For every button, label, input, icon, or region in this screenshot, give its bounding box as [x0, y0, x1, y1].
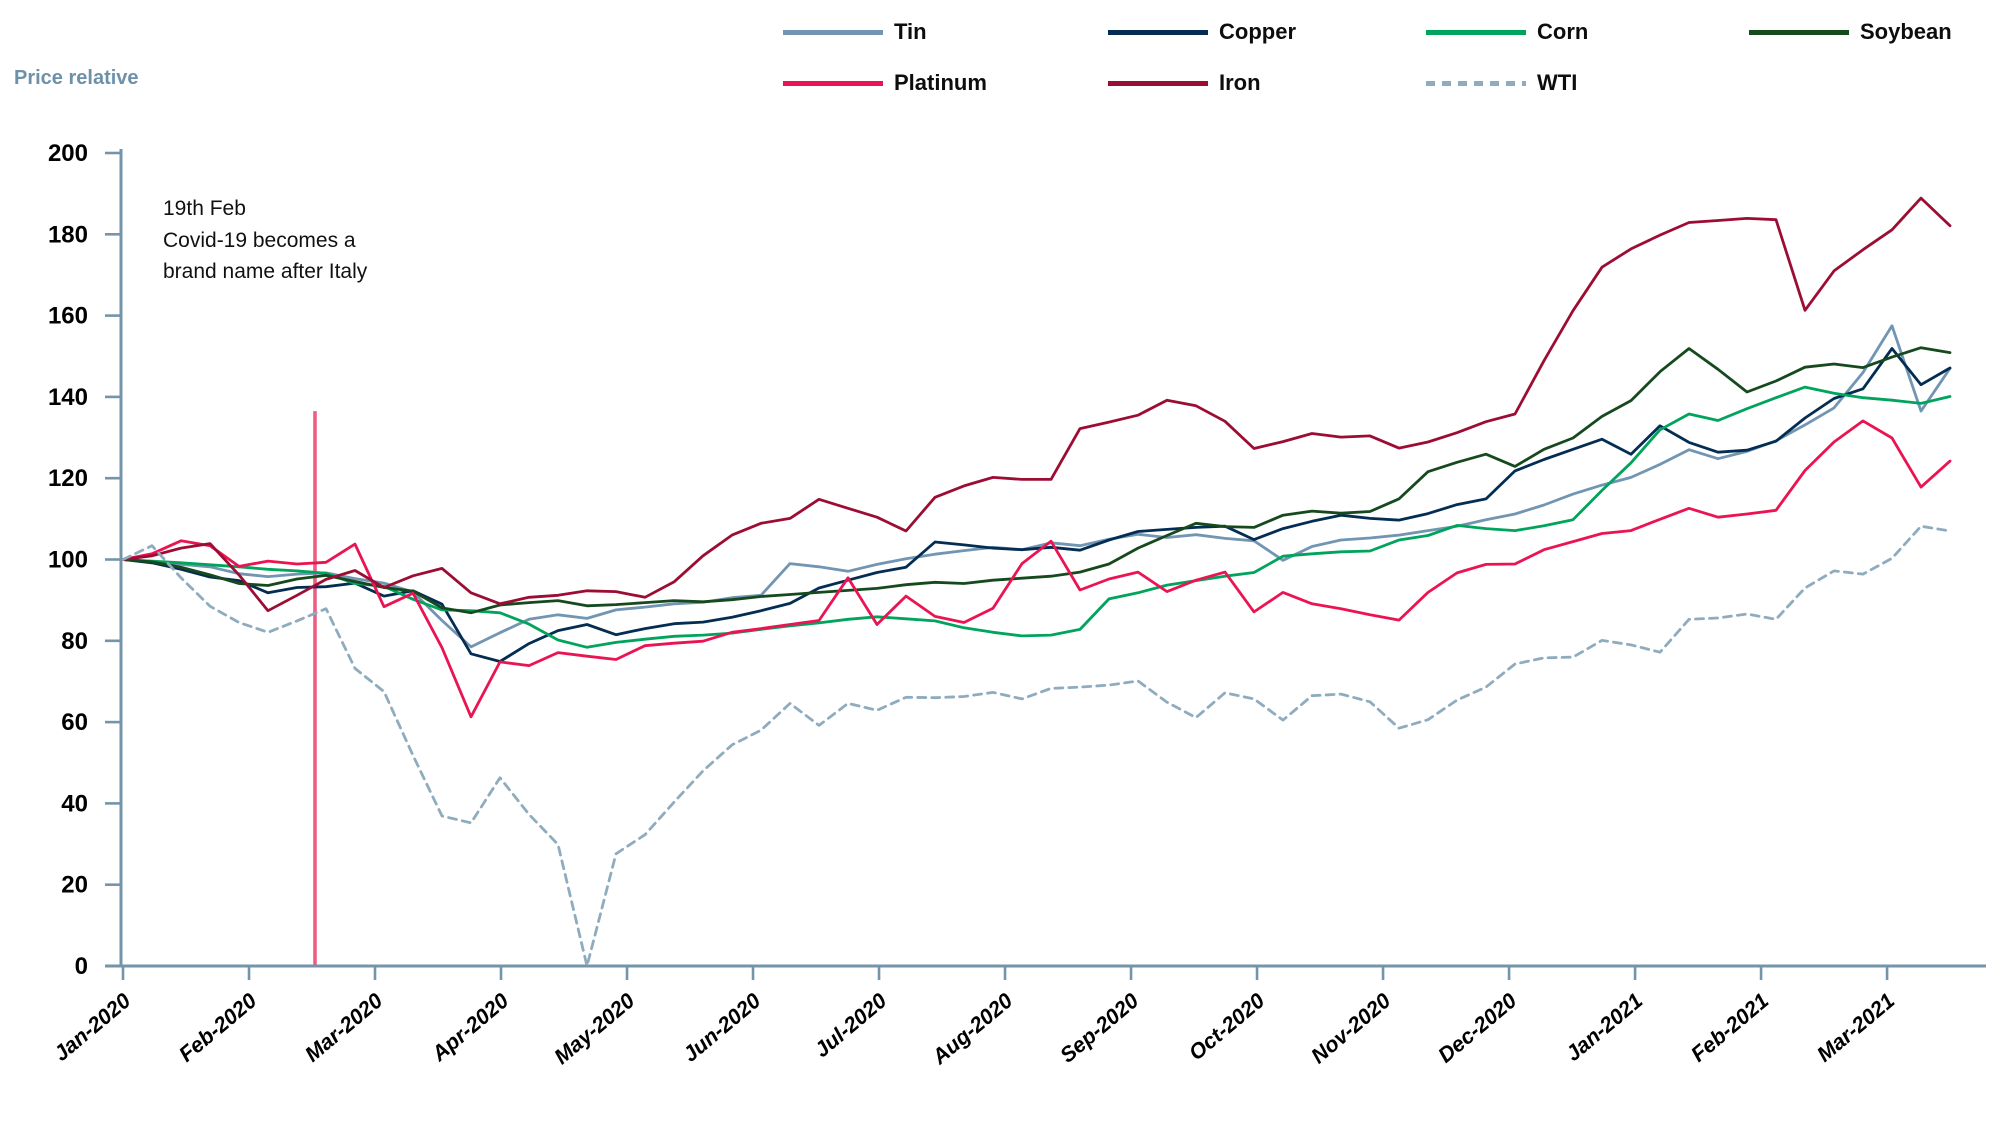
legend-label-corn: Corn — [1537, 19, 1589, 44]
y-tick-label: 180 — [48, 221, 88, 248]
legend-label-tin: Tin — [894, 19, 927, 44]
wti-line-swatch — [1426, 80, 1526, 86]
x-tick-label: Mar-2021 — [1812, 988, 1899, 1066]
x-tick-label: Jun-2020 — [678, 988, 765, 1066]
y-tick-label: 60 — [61, 709, 88, 736]
legend-item-soybean: Soybean — [1749, 18, 1952, 46]
x-tick-label: Feb-2021 — [1686, 988, 1773, 1066]
series-line-platinum — [121, 419, 1952, 719]
x-tick-label: Aug-2020 — [927, 988, 1017, 1069]
soybean-line-swatch — [1749, 29, 1849, 35]
event-annotation: 19th Feb Covid-19 becomes a brand name a… — [163, 193, 367, 288]
x-tick-label: Dec-2020 — [1433, 988, 1521, 1067]
legend-label-copper: Copper — [1219, 19, 1296, 44]
y-tick-label: 140 — [48, 384, 88, 411]
x-tick-label: Sep-2020 — [1055, 988, 1143, 1067]
y-tick-label: 80 — [61, 628, 88, 655]
x-tick-label: Jul-2020 — [810, 988, 891, 1062]
iron-line-swatch — [1108, 80, 1208, 86]
series-line-wti — [121, 524, 1952, 968]
corn-line-swatch — [1426, 29, 1526, 35]
series-line-copper — [121, 347, 1952, 663]
legend-item-corn: Corn — [1426, 18, 1588, 46]
y-tick-label: 0 — [75, 953, 88, 980]
y-tick-label: 200 — [48, 140, 88, 167]
legend-label-platinum: Platinum — [894, 70, 987, 95]
legend-item-iron: Iron — [1108, 69, 1261, 97]
series-line-corn — [121, 385, 1952, 649]
series-line-soybean — [121, 346, 1952, 615]
legend-item-platinum: Platinum — [783, 69, 987, 97]
y-tick-label: 120 — [48, 465, 88, 492]
y-tick-label: 20 — [61, 872, 88, 899]
x-tick-label: Oct-2020 — [1184, 988, 1269, 1065]
x-tick-label: Mar-2020 — [300, 988, 387, 1066]
y-tick-label: 100 — [48, 547, 88, 574]
y-tick-label: 40 — [61, 790, 88, 817]
legend: Tin Copper Corn Soybean Platinum Iron WT… — [0, 0, 1990, 110]
x-tick-label: May-2020 — [550, 988, 640, 1069]
legend-label-iron: Iron — [1219, 70, 1261, 95]
legend-item-wti: WTI — [1426, 69, 1577, 97]
x-tick-label: Apr-2020 — [427, 988, 514, 1066]
tin-line-swatch — [783, 29, 883, 35]
platinum-line-swatch — [783, 80, 883, 86]
y-axis-title: Price relative — [14, 67, 139, 89]
x-tick-label: Jan-2021 — [1561, 988, 1647, 1066]
x-tick-label: Feb-2020 — [174, 988, 261, 1066]
series-line-tin — [121, 324, 1952, 649]
x-tick-label: Nov-2020 — [1307, 988, 1396, 1068]
annotation-line-3: brand name after Italy — [163, 260, 368, 283]
annotation-line-2: Covid-19 becomes a — [163, 228, 356, 252]
legend-label-soybean: Soybean — [1860, 19, 1952, 44]
annotation-line-1: 19th Feb — [163, 197, 246, 220]
x-tick-label: Jan-2020 — [49, 988, 135, 1066]
y-tick-label: 160 — [48, 303, 88, 330]
series-line-iron — [121, 196, 1952, 613]
legend-item-copper: Copper — [1108, 18, 1296, 46]
legend-label-wti: WTI — [1537, 70, 1578, 95]
copper-line-swatch — [1108, 29, 1208, 35]
legend-item-tin: Tin — [783, 18, 927, 46]
